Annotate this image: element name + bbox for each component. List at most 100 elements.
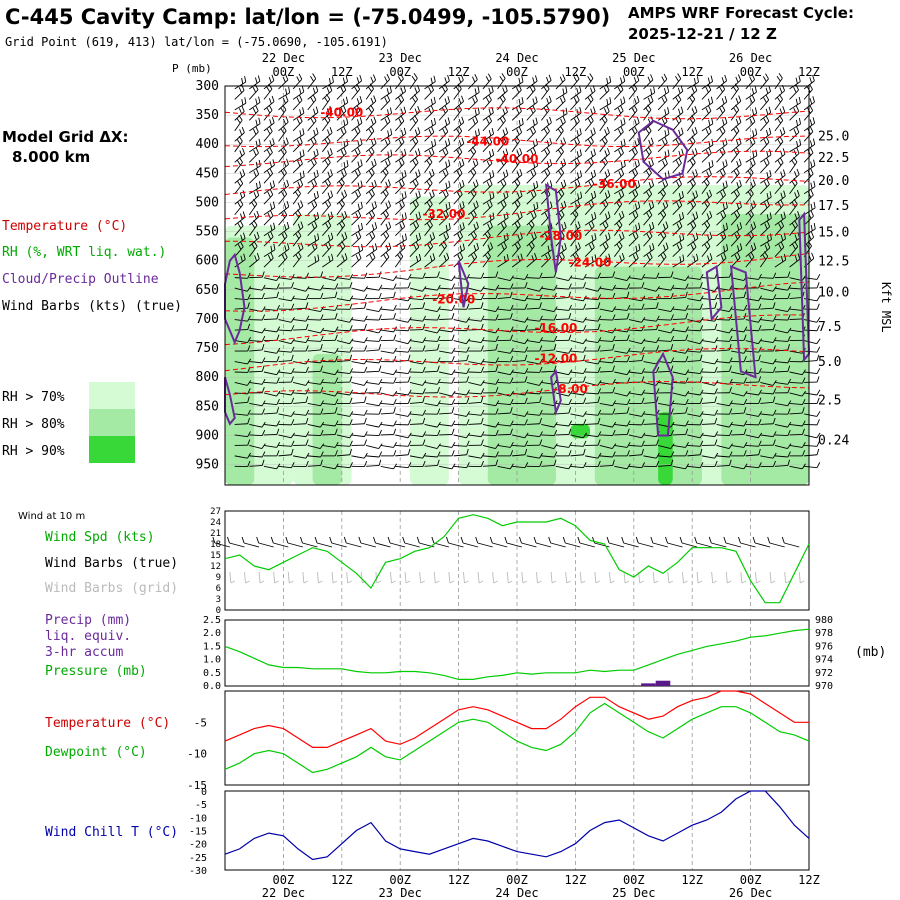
wind-barb-staff [511,140,520,153]
wind-barb-feather [384,97,388,104]
wind-barb [321,220,332,236]
wind-barb-staff [497,297,511,300]
wind-barb-feather [305,286,310,292]
wind-barb-feather [411,75,416,82]
wind-barb-feather [576,151,579,158]
wind-barb [263,201,276,216]
wind-barb-feather [378,386,382,393]
wind-barb-staff [248,246,258,257]
wind-barb-feather [521,118,524,125]
wind-barb-feather [509,275,514,281]
wind-barb [540,167,551,184]
wind-barb [263,441,281,448]
wind-barb-feather [334,347,339,354]
wind-barb-feather [268,104,273,111]
wind-barb-feather [563,158,567,165]
wind-barb-feather [241,77,244,84]
wind-barb-staff [293,277,307,279]
wind-barb-feather [543,107,548,114]
wind-barb [424,408,441,415]
wind-barb-staff [351,340,365,344]
wind-barb-feather [437,292,441,299]
wind-barb [278,125,287,142]
wind-barb-feather [502,150,506,157]
wind-barb-staff [512,277,526,280]
wind-barb-feather [582,338,587,344]
wind-barb [439,347,456,354]
wind-barb [380,86,392,100]
wind-barb-feather [357,119,360,126]
wind-barb-feather [560,188,565,195]
wind-barb [439,441,456,448]
wind-barb-staff [307,403,321,407]
wind-barb-staff [351,423,365,425]
wind-barb-feather [524,432,529,439]
wind-barb-staff [424,403,438,407]
wind-barb-staff [541,249,553,258]
wind-barb-staff [249,287,263,291]
wind-barb-feather [444,105,449,111]
wind-barb-feather [270,231,274,238]
wind-barb-feather [524,376,528,383]
height-tick-label: 7.5 [818,320,841,335]
wind-barb-staff [497,403,511,406]
wind-barb-staff [555,130,564,142]
wind-barb-feather [475,200,479,207]
wind-barb-feather [579,149,582,156]
wind-barb-feather [328,234,331,241]
wind-barb-feather [445,140,448,147]
wind-barb [293,380,310,386]
wind-barb [409,232,422,247]
wind-barb [234,114,243,132]
wind-barb-feather [516,129,520,136]
wind-barb [380,275,398,281]
wind-barb-staff [263,287,277,290]
wind-barb [453,303,470,310]
wind-barb-feather [530,219,535,226]
wind-barb [468,358,485,365]
wind-barb-feather [445,161,448,168]
wind-barb-feather [363,337,368,343]
wind-barb-feather [486,139,490,146]
wind-barb-feather [471,76,476,83]
wind-barb-staff [278,350,292,353]
wind-barb-feather [524,303,528,310]
wind-barb [307,327,325,334]
wind-barb-feather [568,390,573,397]
wind-barb [336,96,349,111]
wind-barb-feather [451,428,455,435]
wind-barb [409,294,426,301]
wind-barb [468,388,485,395]
wind-barb [439,275,456,281]
wind-barb-staff [497,132,508,142]
wind-barb [438,147,449,163]
wind-barb [292,86,305,100]
wind-barb-staff [263,297,277,300]
wind-barb-feather [480,345,484,352]
wind-barb-feather [456,128,460,135]
wind-barb-feather [549,159,553,166]
wind-barb-feather [364,396,367,403]
wind-barb-feather [364,294,368,300]
wind-barb-feather [384,167,389,173]
wind-barb-feather [577,179,581,185]
wind-barb-staff [467,172,477,184]
wind-barb-feather [444,83,448,90]
wind-barb-staff [351,392,365,395]
wind-barb-staff [351,186,363,195]
wind-barb-feather [393,463,398,470]
wind-barb-feather [349,397,353,404]
wind-barb-feather [320,421,325,428]
wind-barb-staff [249,434,263,437]
wind-barb [395,389,412,396]
wind-barb-staff [365,109,375,121]
wind-barb-feather [356,104,361,111]
wind-barb-feather [495,408,499,415]
wind-barb-feather [422,439,426,446]
wind-barb-feather [305,417,309,424]
wind-barb-feather [480,409,485,416]
wind-barb [293,302,309,310]
wind-barb-staff [292,121,303,132]
wind-barb-staff [453,185,465,195]
wind-barb-feather [247,431,251,437]
